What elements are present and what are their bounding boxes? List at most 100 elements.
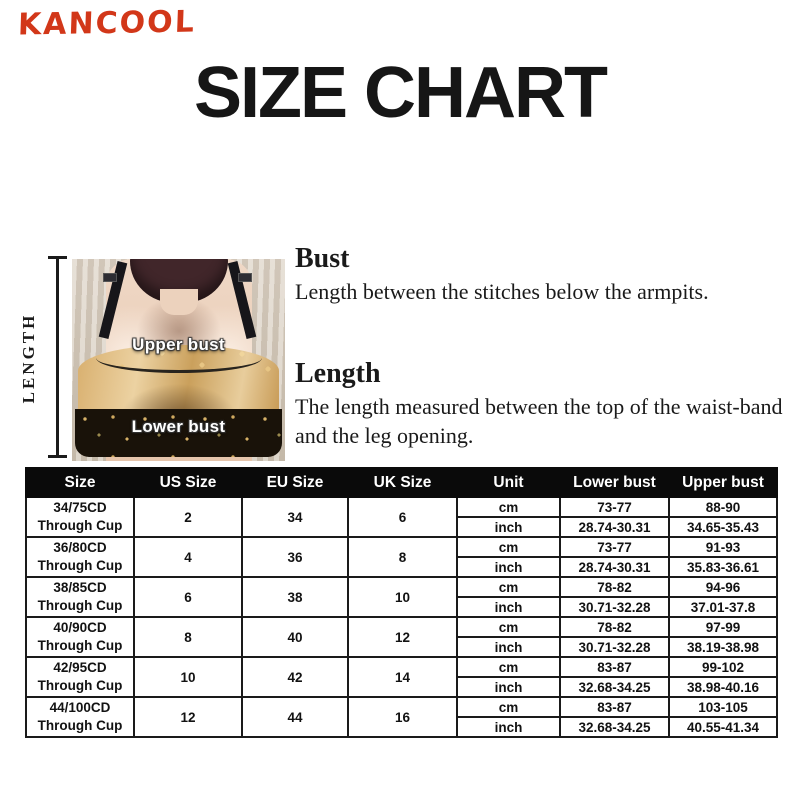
length-axis-label: LENGTH	[19, 312, 38, 404]
lower-bust-inch-cell: 32.68-34.25	[559, 676, 670, 698]
lower-bust-inch-cell: 30.71-32.28	[559, 636, 670, 658]
upper-bust-label: Upper bust	[132, 335, 225, 354]
header-eu-size: EU Size	[241, 467, 349, 498]
eu-size-cell: 34	[241, 496, 349, 538]
lower-bust-cm-cell: 73-77	[559, 536, 670, 558]
upper-bust-inch-cell: 40.55-41.34	[668, 716, 778, 738]
table-row: inch 28.74-30.31 35.83-36.61	[26, 556, 778, 578]
length-term: Length	[295, 358, 381, 390]
size-cell: 34/75CD Through Cup	[25, 496, 135, 538]
lower-bust-inch-cell: 28.74-30.31	[559, 516, 670, 538]
size-code: 42/95CD	[53, 660, 107, 675]
table-row: 38/85CD Through Cup 6 38 10 cm 78-82 94-…	[25, 576, 778, 618]
table-row: inch 32.68-34.25 38.98-40.16	[26, 676, 778, 698]
size-cell: 36/80CD Through Cup	[25, 536, 135, 578]
upper-bust-cm-cell: 88-90	[668, 496, 778, 518]
unit-cm-cell: cm	[456, 656, 561, 678]
unit-inch-cell: inch	[456, 716, 561, 738]
header-upper-bust: Upper bust	[668, 467, 778, 498]
us-size-cell: 6	[133, 576, 243, 618]
table-row: 34/75CD Through Cup 2 34 6 cm 73-77 88-9…	[25, 496, 778, 538]
definitions: Bust Length between the stitches below t…	[295, 243, 792, 450]
upper-bust-cm-cell: 91-93	[668, 536, 778, 558]
upper-bust-inch-cell: 37.01-37.8	[668, 596, 778, 618]
bust-description: Length between the stitches below the ar…	[295, 279, 709, 305]
size-sub: Through Cup	[37, 638, 123, 653]
table-row: 44/100CD Through Cup 12 44 16 cm 83-87 1…	[25, 696, 778, 738]
size-code: 44/100CD	[49, 700, 111, 715]
upper-bust-cm-cell: 103-105	[668, 696, 778, 718]
us-size-cell: 8	[133, 616, 243, 658]
lower-bust-inch-cell: 28.74-30.31	[559, 556, 670, 578]
bust-term: Bust	[295, 243, 350, 274]
size-cell: 38/85CD Through Cup	[25, 576, 135, 618]
size-code: 38/85CD	[53, 580, 107, 595]
eu-size-cell: 40	[241, 616, 349, 658]
product-photo: Upper bust Lower bust	[72, 259, 285, 461]
size-cell: 42/95CD Through Cup	[25, 656, 135, 698]
size-code: 40/90CD	[53, 620, 107, 635]
table-header-row: Size US Size EU Size UK Size Unit Lower …	[25, 467, 778, 498]
size-sub: Through Cup	[37, 718, 123, 733]
us-size-cell: 4	[133, 536, 243, 578]
lower-bust-cm-cell: 83-87	[559, 656, 670, 678]
eu-size-cell: 38	[241, 576, 349, 618]
size-table: Size US Size EU Size UK Size Unit Lower …	[25, 467, 778, 738]
strap-slider-right	[238, 273, 252, 282]
lower-bust-cm-cell: 78-82	[559, 576, 670, 598]
table-row: inch 30.71-32.28 37.01-37.8	[26, 596, 778, 618]
uk-size-cell: 16	[347, 696, 458, 738]
size-sub: Through Cup	[37, 518, 123, 533]
lower-bust-cm-cell: 73-77	[559, 496, 670, 518]
uk-size-cell: 14	[347, 656, 458, 698]
table-row: inch 30.71-32.28 38.19-38.98	[26, 636, 778, 658]
strap-slider-left	[103, 273, 117, 282]
upper-bust-cm-cell: 99-102	[668, 656, 778, 678]
upper-bust-cm-cell: 94-96	[668, 576, 778, 598]
length-description: The length measured between the top of t…	[295, 394, 783, 449]
upper-bust-inch-cell: 34.65-35.43	[668, 516, 778, 538]
upper-bust-inch-cell: 38.19-38.98	[668, 636, 778, 658]
unit-inch-cell: inch	[456, 676, 561, 698]
unit-inch-cell: inch	[456, 556, 561, 578]
unit-inch-cell: inch	[456, 596, 561, 618]
us-size-cell: 12	[133, 696, 243, 738]
length-definition: Length The length measured between the t…	[295, 358, 792, 450]
unit-cm-cell: cm	[456, 696, 561, 718]
table-row: inch 28.74-30.31 34.65-35.43	[26, 516, 778, 538]
table-row: 42/95CD Through Cup 10 42 14 cm 83-87 99…	[25, 656, 778, 698]
unit-cm-cell: cm	[456, 576, 561, 598]
upper-bust-cm-cell: 97-99	[668, 616, 778, 638]
unit-cm-cell: cm	[456, 536, 561, 558]
table-row: 36/80CD Through Cup 4 36 8 cm 73-77 91-9…	[25, 536, 778, 578]
size-code: 36/80CD	[53, 540, 107, 555]
size-cell: 40/90CD Through Cup	[25, 616, 135, 658]
size-sub: Through Cup	[37, 558, 123, 573]
eu-size-cell: 42	[241, 656, 349, 698]
table-row: inch 32.68-34.25 40.55-41.34	[26, 716, 778, 738]
uk-size-cell: 8	[347, 536, 458, 578]
us-size-cell: 10	[133, 656, 243, 698]
header-us-size: US Size	[133, 467, 243, 498]
lower-bust-inch-cell: 32.68-34.25	[559, 716, 670, 738]
bra-lower-band	[75, 409, 282, 457]
lower-bust-cm-cell: 78-82	[559, 616, 670, 638]
neck-figure	[160, 289, 198, 315]
header-uk-size: UK Size	[347, 467, 458, 498]
brand-logo: KANCOOL	[17, 4, 197, 43]
size-cell: 44/100CD Through Cup	[25, 696, 135, 738]
eu-size-cell: 36	[241, 536, 349, 578]
unit-inch-cell: inch	[456, 636, 561, 658]
lower-bust-label: Lower bust	[131, 417, 226, 436]
uk-size-cell: 10	[347, 576, 458, 618]
lower-bust-cm-cell: 83-87	[559, 696, 670, 718]
uk-size-cell: 6	[347, 496, 458, 538]
bust-definition: Bust Length between the stitches below t…	[295, 243, 792, 306]
table-row: 40/90CD Through Cup 8 40 12 cm 78-82 97-…	[25, 616, 778, 658]
header-lower-bust: Lower bust	[559, 467, 670, 498]
size-code: 34/75CD	[53, 500, 107, 515]
unit-inch-cell: inch	[456, 516, 561, 538]
measure-cap-bottom-icon	[48, 455, 67, 458]
lower-bust-inch-cell: 30.71-32.28	[559, 596, 670, 618]
